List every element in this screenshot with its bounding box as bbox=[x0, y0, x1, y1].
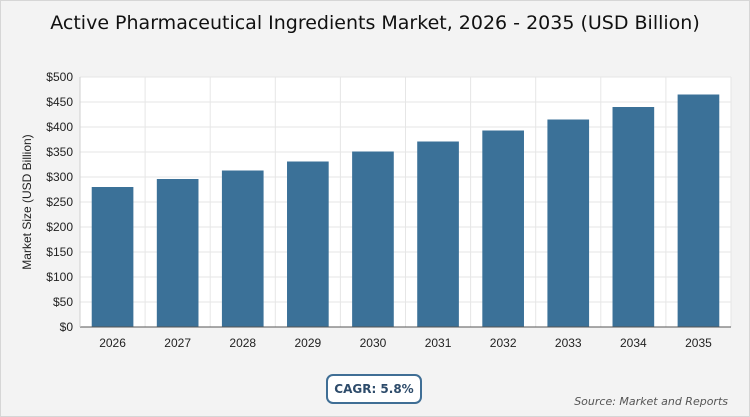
x-tick-label: 2032 bbox=[490, 336, 517, 350]
x-tick-label: 2034 bbox=[620, 336, 647, 350]
chart-title: Active Pharmaceutical Ingredients Market… bbox=[50, 12, 700, 34]
bar bbox=[547, 119, 590, 327]
x-tick-label: 2029 bbox=[294, 336, 321, 350]
x-tick-label: 2027 bbox=[164, 336, 191, 350]
source-note: Source: Market and Reports bbox=[574, 395, 728, 408]
bar bbox=[417, 141, 459, 327]
y-axis-title: Market Size (USD Billion) bbox=[20, 134, 34, 269]
bar bbox=[221, 170, 264, 327]
y-tick-label: $450 bbox=[46, 95, 73, 109]
bar bbox=[482, 130, 524, 327]
cagr-badge: CAGR: 5.8% bbox=[326, 374, 422, 404]
y-tick-label: $50 bbox=[53, 295, 73, 309]
x-tick-label: 2030 bbox=[360, 336, 387, 350]
y-tick-label: $250 bbox=[46, 195, 73, 209]
x-tick-label: 2035 bbox=[685, 336, 712, 350]
bar bbox=[352, 151, 394, 327]
bar bbox=[287, 161, 329, 327]
y-tick-label: $0 bbox=[60, 320, 74, 334]
bar bbox=[677, 94, 720, 327]
x-tick-label: 2028 bbox=[229, 336, 256, 350]
x-tick-label: 2031 bbox=[425, 336, 452, 350]
x-tick-label: 2033 bbox=[555, 336, 582, 350]
y-tick-label: $500 bbox=[46, 70, 73, 84]
x-tick-label: 2026 bbox=[99, 336, 126, 350]
y-tick-label: $100 bbox=[46, 270, 73, 284]
y-tick-label: $400 bbox=[46, 120, 73, 134]
bar bbox=[156, 179, 199, 327]
y-tick-label: $300 bbox=[46, 170, 73, 184]
y-tick-label: $150 bbox=[46, 245, 73, 259]
bar bbox=[612, 107, 655, 327]
y-tick-label: $200 bbox=[46, 220, 73, 234]
y-tick-label: $350 bbox=[46, 145, 73, 159]
bar bbox=[91, 187, 134, 327]
